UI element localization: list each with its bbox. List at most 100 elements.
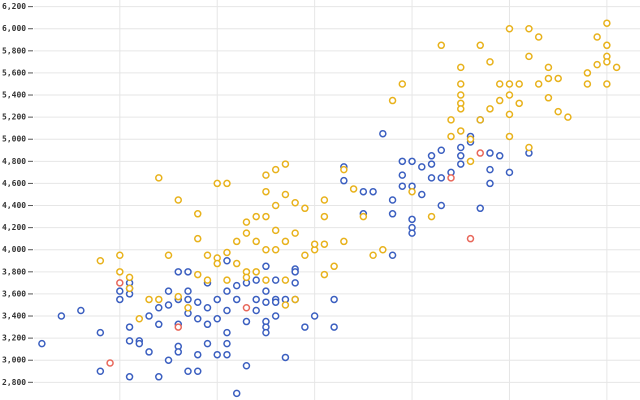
point bbox=[184, 295, 192, 304]
point bbox=[252, 295, 260, 304]
y-tick-label: 5,000 bbox=[2, 135, 26, 144]
point bbox=[437, 201, 446, 210]
point bbox=[486, 58, 494, 66]
y-tick-label: 4,800 bbox=[2, 157, 26, 166]
point bbox=[223, 276, 231, 284]
point bbox=[505, 91, 514, 99]
point bbox=[554, 74, 562, 83]
point bbox=[447, 132, 455, 141]
point bbox=[379, 129, 387, 138]
point bbox=[203, 303, 212, 312]
point bbox=[77, 306, 85, 315]
point bbox=[232, 237, 241, 246]
point bbox=[262, 171, 270, 179]
point bbox=[242, 273, 251, 282]
point bbox=[505, 132, 514, 141]
point bbox=[193, 234, 202, 243]
point bbox=[427, 160, 436, 168]
point bbox=[388, 196, 397, 204]
point bbox=[486, 179, 494, 188]
point bbox=[495, 152, 504, 160]
point bbox=[145, 348, 153, 356]
point bbox=[427, 152, 436, 160]
point bbox=[252, 276, 260, 284]
point bbox=[106, 359, 114, 367]
y-tick-label: 4,600 bbox=[2, 179, 26, 188]
point bbox=[271, 298, 280, 306]
point bbox=[476, 204, 484, 213]
point bbox=[223, 257, 231, 265]
y-tick-label: 5,600 bbox=[2, 68, 26, 77]
point bbox=[262, 245, 270, 254]
point bbox=[262, 298, 270, 306]
point bbox=[301, 251, 309, 259]
y-tick-label: 3,600 bbox=[2, 289, 26, 298]
point bbox=[223, 179, 231, 188]
point bbox=[203, 339, 212, 348]
point bbox=[544, 94, 553, 102]
point bbox=[193, 367, 202, 376]
point bbox=[388, 96, 397, 105]
y-tick-label: 3,800 bbox=[2, 267, 26, 276]
point bbox=[349, 185, 358, 193]
point bbox=[281, 353, 290, 362]
point bbox=[242, 317, 251, 326]
point bbox=[544, 74, 553, 83]
point bbox=[593, 33, 601, 41]
point bbox=[291, 199, 299, 207]
point bbox=[447, 174, 455, 182]
point bbox=[437, 146, 446, 155]
point bbox=[320, 212, 329, 221]
point bbox=[495, 96, 504, 105]
point bbox=[184, 367, 192, 376]
point bbox=[476, 116, 484, 124]
point bbox=[232, 295, 241, 304]
point bbox=[252, 212, 260, 221]
point bbox=[359, 212, 368, 221]
point bbox=[213, 295, 221, 304]
point bbox=[164, 287, 173, 295]
point bbox=[340, 165, 348, 174]
point bbox=[457, 152, 465, 160]
point bbox=[271, 201, 280, 210]
y-tick-label: 4,000 bbox=[2, 245, 26, 254]
point bbox=[554, 107, 562, 116]
point bbox=[291, 229, 299, 237]
point bbox=[486, 165, 494, 174]
point bbox=[281, 276, 290, 284]
point bbox=[164, 356, 173, 364]
point bbox=[271, 245, 280, 254]
point bbox=[418, 163, 426, 171]
point bbox=[534, 80, 543, 88]
point bbox=[359, 187, 368, 196]
point bbox=[505, 110, 514, 119]
point bbox=[340, 176, 348, 185]
point bbox=[193, 210, 202, 218]
y-tick-label: 6,200 bbox=[2, 2, 26, 11]
point bbox=[534, 33, 543, 41]
y-tick-label: 3,000 bbox=[2, 356, 26, 365]
point bbox=[193, 270, 202, 279]
point bbox=[398, 171, 407, 179]
point bbox=[427, 174, 436, 182]
point bbox=[135, 339, 144, 348]
point bbox=[398, 182, 407, 190]
point bbox=[408, 157, 416, 166]
point bbox=[612, 63, 621, 72]
y-tick-label: 5,200 bbox=[2, 113, 26, 122]
point bbox=[583, 80, 592, 88]
point bbox=[525, 143, 533, 152]
point bbox=[125, 284, 134, 293]
point bbox=[116, 279, 124, 287]
point bbox=[603, 80, 611, 88]
point bbox=[262, 262, 270, 271]
point bbox=[408, 187, 416, 196]
point bbox=[291, 268, 299, 276]
y-tick-label: 3,200 bbox=[2, 334, 26, 343]
y-tick-label: 3,400 bbox=[2, 312, 26, 321]
point bbox=[135, 315, 144, 323]
point bbox=[242, 361, 251, 370]
point bbox=[340, 237, 348, 246]
point bbox=[544, 63, 553, 72]
